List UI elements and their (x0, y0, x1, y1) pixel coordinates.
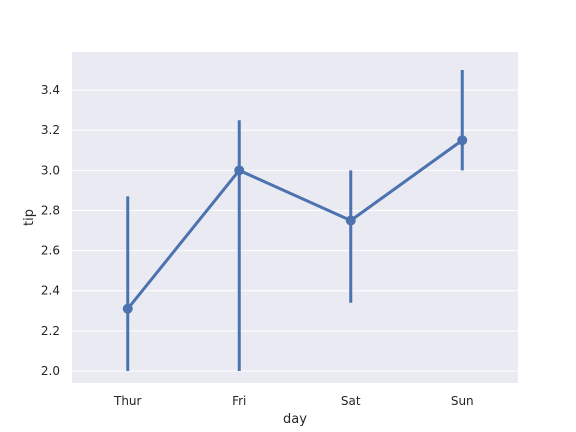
series-line (126, 138, 464, 311)
y-tick-label: 2.4 (41, 284, 60, 298)
x-tick-label: Sun (451, 394, 474, 408)
y-tick-label: 2.0 (41, 364, 60, 378)
data-point (122, 303, 133, 314)
y-tick-label: 3.4 (41, 83, 60, 97)
y-tick-label: 3.2 (41, 123, 60, 137)
x-axis-label: day (283, 412, 307, 427)
x-tick-label: Fri (232, 394, 246, 408)
x-axis-ticks: Thur Fri Sat Sun (113, 394, 474, 408)
y-tick-label: 2.6 (41, 244, 60, 258)
x-tick-label: Thur (113, 394, 142, 408)
y-tick-label: 2.2 (41, 324, 60, 338)
y-tick-label: 2.8 (41, 203, 60, 217)
y-axis-label: tip (22, 209, 37, 226)
data-point (345, 215, 356, 226)
y-axis-ticks: 2.0 2.2 2.4 2.6 2.8 3.0 3.2 3.4 (41, 83, 60, 378)
data-point (457, 135, 468, 146)
grid-lines (72, 89, 518, 372)
y-tick-label: 3.0 (41, 163, 60, 177)
plot-area (72, 52, 518, 383)
x-tick-label: Sat (341, 394, 361, 408)
data-point (234, 165, 245, 176)
series-marks (122, 70, 468, 371)
